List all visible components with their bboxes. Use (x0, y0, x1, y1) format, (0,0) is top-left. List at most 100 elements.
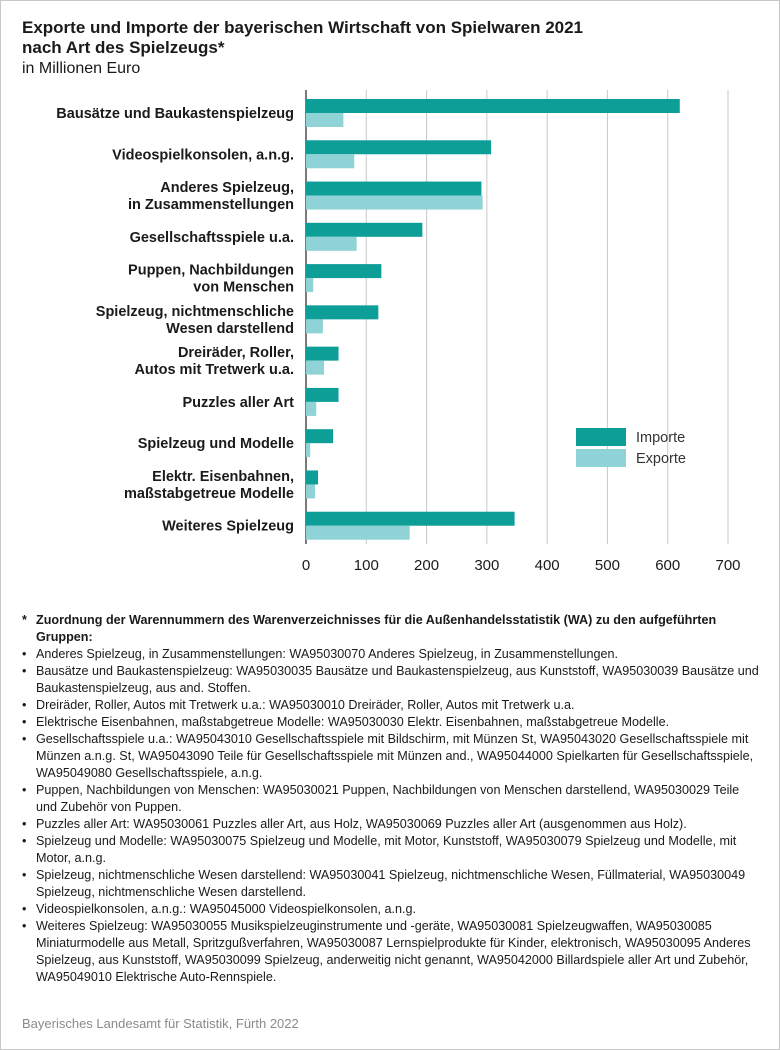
x-tick-label-500: 500 (595, 557, 620, 574)
footnote-item-text: Bausätze und Baukastenspielzeug: WA95030… (36, 664, 759, 695)
title-line-2: nach Art des Spielzeugs* (22, 38, 225, 57)
bar-exporte-6 (306, 360, 325, 375)
category-labels: Bausätze und Baukastenspielzeug Videospie… (56, 106, 294, 535)
category-label-9: Elektr. Eisenbahnen, maßstabgetreue Model… (124, 469, 294, 502)
category-label-7: Puzzles aller Art (183, 395, 295, 411)
category-label-line: Dreiräder, Roller, (178, 345, 294, 361)
category-label-line: Puppen, Nachbildungen (128, 263, 294, 279)
bar-importe-8 (306, 429, 334, 444)
category-label-line: maßstabgetreue Modelle (124, 486, 294, 502)
category-label-line: Wesen darstellend (166, 321, 294, 337)
bullet-icon: • (22, 817, 27, 831)
x-tick-label-0: 0 (302, 557, 310, 574)
category-label-4: Puppen, Nachbildungen von Menschen (128, 263, 294, 296)
bar-exporte-3 (306, 236, 357, 251)
bar-exporte-4 (306, 278, 314, 293)
category-label-line: Videospielkonsolen, a.n.g. (112, 147, 294, 163)
category-label-line: von Menschen (193, 280, 294, 296)
bar-exporte-0 (306, 113, 344, 127)
chart-subtitle: in Millionen Euro (22, 60, 141, 77)
category-label-line: Spielzeug, nichtmenschliche (96, 304, 294, 320)
footnote-item: • Elektrische Eisenbahnen, maßstabgetreue… (22, 714, 762, 731)
footnote-item: • Anderes Spielzeug, in Zusammenstellunge… (22, 646, 762, 663)
category-label-line: Weiteres Spielzeug (162, 519, 294, 535)
footnote-heading: * Zuordnung der Warennummern des Warenve… (22, 612, 762, 646)
bars (306, 99, 680, 540)
footnote-item: • Puppen, Nachbildungen von Menschen: WA9… (22, 782, 762, 816)
footnote-item: • Bausätze und Baukastenspielzeug: WA9503… (22, 663, 762, 697)
footnote-item: • Gesellschaftsspiele u.a.: WA95043010 Ge… (22, 731, 762, 782)
footnote-item-text: Puzzles aller Art: WA95030061 Puzzles al… (36, 817, 687, 831)
x-tick-label-600: 600 (655, 557, 680, 574)
category-label-1: Videospielkonsolen, a.n.g. (112, 147, 294, 163)
footnote-item-text: Videospielkonsolen, a.n.g.: WA95045000 V… (36, 902, 416, 916)
bar-chart: Bausätze und Baukastenspielzeug Videospie… (56, 90, 741, 574)
footnote-item: • Dreiräder, Roller, Autos mit Tretwerk u… (22, 697, 762, 714)
category-label-line: in Zusammenstellungen (128, 197, 294, 213)
legend: Importe Exporte (576, 428, 686, 467)
bullet-icon: • (22, 698, 27, 712)
category-label-line: Gesellschaftsspiele u.a. (130, 230, 294, 246)
bar-importe-6 (306, 346, 339, 361)
footnote-item-text: Puppen, Nachbildungen von Menschen: WA95… (36, 783, 740, 814)
legend-label-importe: Importe (636, 430, 685, 446)
category-label-line: Spielzeug und Modelle (138, 436, 294, 452)
bar-exporte-10 (306, 525, 410, 540)
footnote-item: • Videospielkonsolen, a.n.g.: WA95045000 … (22, 901, 762, 918)
bullet-icon: • (22, 868, 27, 882)
bar-importe-7 (306, 387, 339, 402)
legend-label-exporte: Exporte (636, 451, 686, 467)
category-label-2: Anderes Spielzeug, in Zusammenstellungen (128, 180, 294, 213)
footnote-item: • Weiteres Spielzeug: WA95030055 Musikspi… (22, 918, 762, 986)
footnote-item-text: Elektrische Eisenbahnen, maßstabgetreue … (36, 715, 670, 729)
bar-importe-3 (306, 222, 423, 237)
bar-exporte-1 (306, 154, 355, 169)
bar-exporte-8 (306, 443, 311, 458)
bar-importe-4 (306, 264, 382, 279)
category-label-line: Autos mit Tretwerk u.a. (134, 362, 294, 378)
bar-exporte-9 (306, 484, 316, 499)
x-tick-label-200: 200 (414, 557, 439, 574)
bar-importe-2 (306, 181, 482, 196)
x-tick-label-700: 700 (715, 557, 740, 574)
source-credit: Bayerisches Landesamt für Statistik, Für… (22, 1016, 299, 1031)
bullet-icon: • (22, 664, 27, 678)
footnote-list: • Anderes Spielzeug, in Zusammenstellunge… (22, 646, 762, 986)
bullet-icon: • (22, 919, 27, 933)
category-label-6: Dreiräder, Roller, Autos mit Tretwerk u.a… (134, 345, 294, 378)
footnote-heading-text: Zuordnung der Warennummern des Warenverz… (36, 613, 717, 644)
footnote-item-text: Anderes Spielzeug, in Zusammenstellungen… (36, 647, 618, 661)
category-label-5: Spielzeug, nichtmenschliche Wesen darstel… (96, 304, 294, 337)
footnote-item-text: Gesellschaftsspiele u.a.: WA95043010 Ges… (36, 732, 754, 780)
bullet-icon: • (22, 902, 27, 916)
category-label-line: Puzzles aller Art (183, 395, 295, 411)
category-label-line: Anderes Spielzeug, (160, 180, 294, 196)
bar-importe-1 (306, 140, 492, 155)
x-tick-label-400: 400 (535, 557, 560, 574)
footnote-item-text: Dreiräder, Roller, Autos mit Tretwerk u.… (36, 698, 575, 712)
bullet-icon: • (22, 834, 27, 848)
footnote-item: • Spielzeug und Modelle: WA95030075 Spiel… (22, 833, 762, 867)
category-label-8: Spielzeug und Modelle (138, 436, 294, 452)
bar-exporte-7 (306, 401, 317, 416)
footnote-item-text: Weiteres Spielzeug: WA95030055 Musikspie… (36, 919, 751, 984)
category-label-3: Gesellschaftsspiele u.a. (130, 230, 294, 246)
chart-title: Exporte und Importe der bayerischen Wirt… (22, 18, 722, 58)
x-tick-label-100: 100 (354, 557, 379, 574)
legend-swatch-exporte (576, 449, 626, 467)
x-axis-ticks: 0 100 200 300 400 500 600 700 (302, 557, 741, 574)
category-label-line: Bausätze und Baukastenspielzeug (56, 106, 294, 122)
bar-exporte-2 (306, 195, 483, 210)
x-tick-label-300: 300 (474, 557, 499, 574)
footnote-item: • Spielzeug, nichtmenschliche Wesen darst… (22, 867, 762, 901)
bar-importe-9 (306, 470, 319, 485)
bar-importe-5 (306, 305, 379, 320)
bar-importe-10 (306, 511, 515, 526)
footnote-item: • Puzzles aller Art: WA95030061 Puzzles a… (22, 816, 762, 833)
footnotes: * Zuordnung der Warennummern des Warenve… (22, 612, 762, 986)
footnote-star: * (22, 613, 27, 627)
bar-exporte-5 (306, 319, 323, 334)
legend-swatch-importe (576, 428, 626, 446)
category-label-0: Bausätze und Baukastenspielzeug (56, 106, 294, 122)
bar-importe-0 (306, 99, 680, 113)
